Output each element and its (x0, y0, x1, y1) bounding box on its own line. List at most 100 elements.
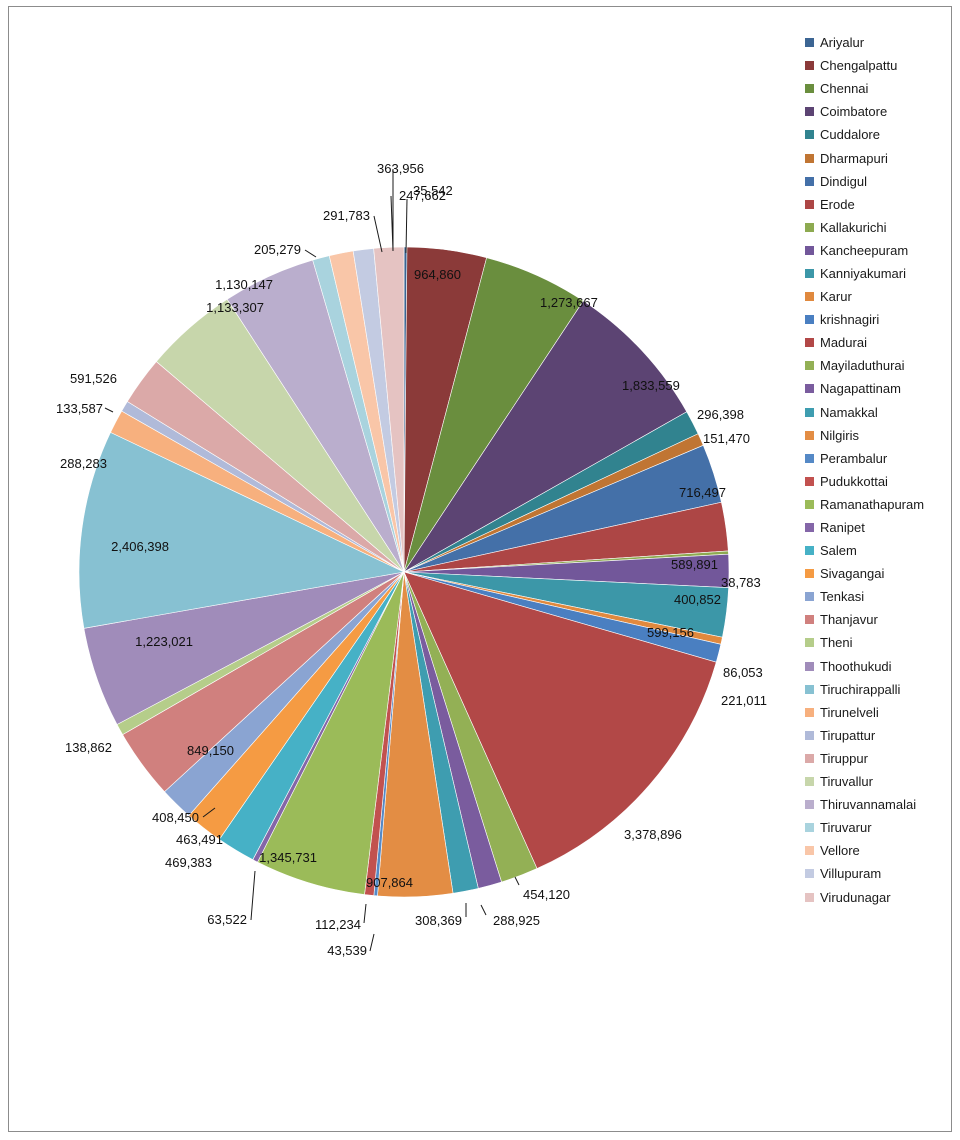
legend-item: Erode (805, 193, 960, 216)
legend-label: Mayiladuthurai (820, 358, 905, 374)
legend-swatch (805, 592, 814, 602)
legend-label: krishnagiri (820, 312, 880, 328)
legend-swatch (805, 107, 814, 117)
legend-swatch (805, 546, 814, 556)
legend-item: Perambalur (805, 447, 960, 470)
legend-swatch (805, 130, 814, 140)
legend-item: Kallakurichi (805, 216, 960, 239)
legend-item: Thiruvannamalai (805, 793, 960, 816)
legend-label: Tiruvallur (820, 774, 873, 790)
legend-item: Madurai (805, 331, 960, 354)
legend-item: Villupuram (805, 862, 960, 885)
chart-frame: 35,542 964,860 1,273,667 1,833,559 296,398 15… (8, 6, 952, 1132)
legend-item: Namakkal (805, 401, 960, 424)
slice-label-kancheepuram: 400,852 (674, 592, 721, 607)
legend-swatch (805, 361, 814, 371)
legend-label: Pudukkottai (820, 473, 888, 489)
legend-swatch (805, 268, 814, 278)
legend-label: Thanjavur (820, 612, 878, 628)
slice-label-chennai: 1,273,667 (540, 295, 598, 310)
legend-label: Chengalpattu (820, 58, 898, 74)
legend-label: Virudunagar (820, 889, 891, 905)
legend-swatch (805, 661, 814, 671)
legend-item: Tiruvarur (805, 816, 960, 839)
legend-swatch (805, 176, 814, 186)
legend-label: Thoothukudi (820, 658, 892, 674)
slice-label-virudunagar: 363,956 (377, 161, 424, 176)
legend-swatch (805, 615, 814, 625)
leader-line (104, 407, 114, 413)
slice-label-cuddalore: 296,398 (697, 407, 744, 422)
slice-label-kallakurichi: 38,783 (721, 575, 761, 590)
legend-label: Salem (820, 543, 857, 559)
legend-item: Tiruvallur (805, 770, 960, 793)
slice-label-ranipet: 63,522 (207, 912, 247, 927)
legend-label: Tirupattur (820, 727, 876, 743)
legend-item: Nagapattinam (805, 377, 960, 400)
legend-item: Tenkasi (805, 585, 960, 608)
slice-label-sivagangai: 463,491 (176, 832, 223, 847)
leader-lines (104, 169, 520, 952)
leader-line (405, 198, 408, 254)
legend-item: Pudukkottai (805, 470, 960, 493)
legend-item: Ranipet (805, 516, 960, 539)
legend-swatch (805, 569, 814, 579)
slice-label-krishnagiri: 221,011 (721, 693, 767, 708)
legend-item: Virudunagar (805, 885, 960, 908)
leader-line (369, 933, 375, 952)
slice-label-dharmapuri: 151,470 (703, 431, 750, 446)
legend-swatch (805, 499, 814, 509)
legend-swatch (805, 707, 814, 717)
legend-item: Chengalpattu (805, 54, 960, 77)
legend-swatch (805, 430, 814, 440)
pie-chart: 35,542 964,860 1,273,667 1,833,559 296,398 15… (56, 161, 767, 958)
legend-label: Ariyalur (820, 35, 865, 51)
legend-label: Karur (820, 289, 852, 305)
legend-swatch (805, 292, 814, 302)
legend-label: Chennai (820, 81, 869, 97)
legend-item: Dindigul (805, 170, 960, 193)
leader-line (480, 904, 487, 916)
slice-labels: 35,542 964,860 1,273,667 1,833,559 296,398 15… (56, 161, 767, 958)
slice-label-tirupattur: 133,587 (56, 401, 103, 416)
legend-swatch (805, 753, 814, 763)
legend-swatch (805, 315, 814, 325)
slice-label-coimbatore: 1,833,559 (622, 378, 680, 393)
legend-swatch (805, 892, 814, 902)
legend-swatch (805, 523, 814, 533)
slice-label-ramanathapuram: 1,345,731 (259, 850, 317, 865)
legend-swatch (805, 800, 814, 810)
legend-label: Sivagangai (820, 566, 885, 582)
legend-label: Nagapattinam (820, 381, 901, 397)
legend-item: Nilgiris (805, 424, 960, 447)
legend-label: Erode (820, 196, 855, 212)
legend-label: Villupuram (820, 866, 882, 882)
legend-item: Ariyalur (805, 31, 960, 54)
slice-label-nilgiris: 907,864 (366, 875, 413, 890)
slice-label-erode: 589,891 (671, 557, 718, 572)
legend-swatch (805, 61, 814, 71)
legend: Ariyalur Chengalpattu Chennai Coimbatore Cud… (805, 31, 960, 909)
pie-slice-tiruchirappalli (78, 431, 405, 629)
legend-item: Salem (805, 539, 960, 562)
slice-label-perambalur: 43,539 (327, 943, 367, 958)
legend-swatch (805, 453, 814, 463)
slice-label-salem: 469,383 (165, 855, 212, 870)
legend-label: Kanniyakumari (820, 265, 906, 281)
slice-label-thiruvannamalai: 1,130,147 (215, 277, 273, 292)
pie-slices (78, 246, 730, 898)
legend-swatch (805, 38, 814, 48)
legend-item: Coimbatore (805, 100, 960, 123)
slice-label-tiruvallur: 1,133,307 (206, 300, 264, 315)
legend-swatch (805, 384, 814, 394)
legend-label: Dharmapuri (820, 150, 888, 166)
slice-label-tirunelveli: 288,283 (60, 456, 107, 471)
legend-label: Theni (820, 635, 853, 651)
legend-label: Nilgiris (820, 427, 859, 443)
legend-item: Theni (805, 631, 960, 654)
legend-label: Ranipet (820, 520, 865, 536)
legend-label: Namakkal (820, 404, 878, 420)
legend-item: Chennai (805, 77, 960, 100)
slice-label-nagapattinam: 288,925 (493, 913, 540, 928)
slice-label-chengalpattu: 964,860 (414, 267, 461, 282)
